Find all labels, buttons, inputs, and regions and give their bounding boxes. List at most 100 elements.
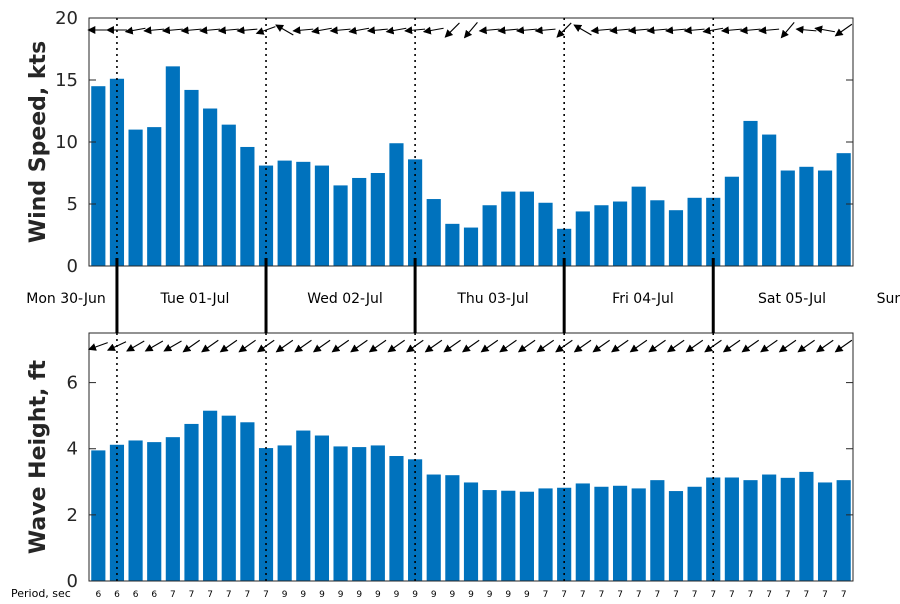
wind-direction-arrow xyxy=(609,26,631,35)
wave-direction-arrow xyxy=(443,339,461,353)
wind-direction-arrow xyxy=(534,26,556,35)
wave-direction-arrow xyxy=(480,339,499,353)
wave-bar xyxy=(706,477,721,581)
wind-direction-arrow xyxy=(366,26,388,35)
wave-direction-arrow xyxy=(517,339,536,353)
period-value: 7 xyxy=(841,590,847,600)
period-value: 7 xyxy=(599,590,605,600)
wind-bar xyxy=(165,66,180,266)
day-label: Fri 04-Jul xyxy=(612,291,674,307)
wave-axes-frame xyxy=(88,332,854,582)
wave-bar xyxy=(184,423,199,581)
wind-y-axis-title: Wind Speed, kts xyxy=(26,41,51,243)
period-value: 7 xyxy=(170,590,176,600)
wind-direction-arrow xyxy=(199,26,221,35)
period-value: 7 xyxy=(710,590,716,600)
wave-bar xyxy=(240,422,255,581)
wind-direction-arrow xyxy=(795,25,817,34)
wind-bar xyxy=(538,202,553,266)
period-value: 9 xyxy=(487,590,493,600)
period-value: 7 xyxy=(207,590,213,600)
period-value: 6 xyxy=(133,590,139,600)
wave-y-axis-title: Wave Height, ft xyxy=(26,359,51,554)
wave-bar xyxy=(277,445,292,581)
wind-bar xyxy=(575,211,590,266)
wave-bar xyxy=(165,437,180,581)
wind-bar xyxy=(445,223,460,266)
wave-bar xyxy=(109,444,125,581)
wave-bar xyxy=(557,487,572,581)
day-label: Thu 03-Jul xyxy=(456,291,528,307)
day-label: Sat 05-Jul xyxy=(758,291,826,307)
wind-bar xyxy=(687,197,702,266)
wave-bar xyxy=(724,477,739,581)
wave-bar xyxy=(799,471,814,581)
wave-bar xyxy=(519,491,534,581)
period-row-title: Period, sec xyxy=(11,587,71,600)
period-value: 7 xyxy=(580,590,586,600)
wave-direction-arrow xyxy=(387,339,405,353)
day-label: Sun xyxy=(877,291,900,307)
wave-direction-arrow xyxy=(312,339,331,353)
wave-ytick-label: 0 xyxy=(67,571,78,592)
wave-direction-arrow xyxy=(760,339,778,353)
wave-bar xyxy=(743,480,758,581)
wind-bar xyxy=(426,199,441,266)
wind-direction-arrow xyxy=(329,26,351,35)
wave-direction-arrow xyxy=(126,340,145,352)
period-value: 7 xyxy=(822,590,828,600)
day-label: Mon 30-Jun xyxy=(26,291,106,307)
period-value: 9 xyxy=(338,590,344,600)
wave-direction-arrow xyxy=(573,339,592,353)
wind-bar xyxy=(147,127,162,267)
wind-direction-arrow xyxy=(385,26,407,35)
wave-bar xyxy=(296,430,311,581)
day-label: Tue 01-Jul xyxy=(160,291,230,307)
wave-bar xyxy=(687,486,702,581)
day-labels: Mon 30-Jun Tue 01-Jul Wed 02-Jul Thu 03-Jul… xyxy=(26,291,900,307)
period-value: 7 xyxy=(636,590,642,600)
period-value: 7 xyxy=(748,590,754,600)
wave-direction-arrow xyxy=(666,339,685,353)
period-value: 7 xyxy=(804,590,810,600)
wind-direction-arrow xyxy=(311,26,332,35)
wind-bar xyxy=(706,197,721,266)
wind-direction-arrow xyxy=(683,26,705,35)
period-value: 7 xyxy=(263,590,269,600)
wind-ytick-label: 0 xyxy=(67,256,78,277)
wind-bar xyxy=(799,166,814,266)
wind-bar xyxy=(724,176,739,266)
wave-bar xyxy=(91,450,106,581)
wind-bar xyxy=(612,201,628,266)
period-row: Period, sec 6 6 6 6 7 7 7 7 7 7 9 9 9 9 9 9 9 9 9 9 9 9 9 9 7 7 7 7… xyxy=(11,587,847,600)
wind-bar xyxy=(203,108,218,267)
wave-bar xyxy=(631,488,646,581)
wave-bar xyxy=(426,474,441,581)
wave-bar xyxy=(333,446,348,581)
wind-bar xyxy=(277,160,292,266)
period-value: 9 xyxy=(468,590,474,600)
period-value: 9 xyxy=(375,590,381,600)
wave-direction-arrow xyxy=(294,339,312,353)
wave-bar xyxy=(612,485,628,581)
wind-bar xyxy=(650,200,665,266)
wind-bar xyxy=(314,165,330,266)
wind-direction-arrow xyxy=(124,26,146,35)
period-value: 9 xyxy=(450,590,456,600)
wind-direction-arrow xyxy=(814,25,835,34)
wave-bar xyxy=(668,491,684,581)
wave-bar xyxy=(575,483,590,581)
wave-direction-arrow xyxy=(722,339,741,353)
period-value: 9 xyxy=(524,590,530,600)
wind-direction-arrow xyxy=(834,23,853,37)
wave-direction-arrow xyxy=(219,339,238,353)
period-value: 7 xyxy=(692,590,698,600)
wind-direction-arrow xyxy=(739,26,761,35)
wave-bar xyxy=(762,474,777,581)
wind-bar xyxy=(762,134,777,266)
wind-bar xyxy=(519,191,534,266)
period-value: 7 xyxy=(785,590,791,600)
wind-direction-arrow xyxy=(590,26,612,35)
wind-bar xyxy=(258,165,274,266)
